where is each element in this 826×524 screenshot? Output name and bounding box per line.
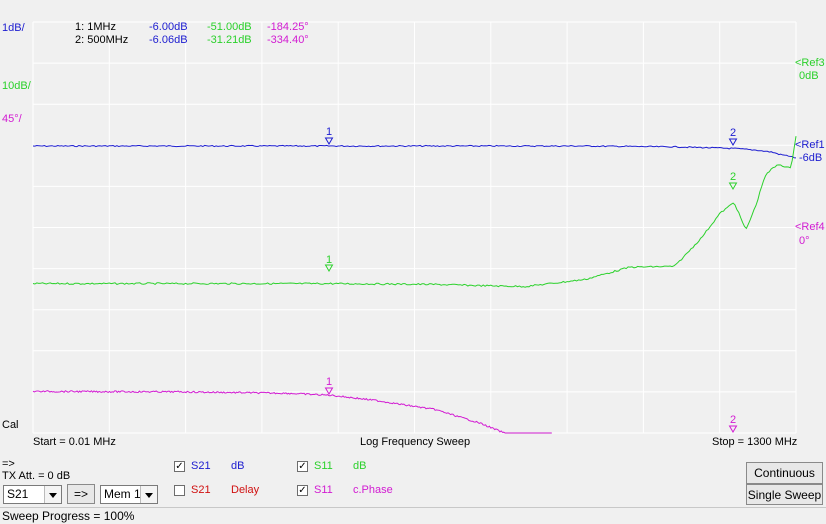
s21-db-trace xyxy=(32,144,797,159)
port-select-value: S21 xyxy=(7,487,29,501)
s11-phase-trace xyxy=(32,390,552,434)
marker-phase-value: -334.40° xyxy=(267,34,309,46)
plot-area[interactable]: 1dB/ 10dB/ 45°/ 1: 1MHz -6.00dB -51.00dB… xyxy=(0,0,826,457)
marker-2-phase-number: 2 xyxy=(730,414,737,426)
chevron-down-icon[interactable] xyxy=(44,486,61,503)
tx-attenuation-label: TX Att. = 0 dB xyxy=(2,470,71,482)
ref3-label: <Ref3 xyxy=(795,57,825,69)
s11-db-unit: dB xyxy=(353,460,367,472)
marker-1-s11-number: 1 xyxy=(326,254,333,266)
plot-canvas xyxy=(32,21,797,434)
phase-scale-label: 45°/ xyxy=(2,113,22,125)
ref4-label: <Ref4 xyxy=(795,221,825,233)
continuous-button[interactable]: Continuous xyxy=(746,462,823,484)
ref4-value: 0° xyxy=(799,235,810,247)
s21-delay-param: S21 xyxy=(191,484,211,496)
cal-indicator: Cal xyxy=(2,419,19,431)
ref3-value: 0dB xyxy=(799,70,819,82)
single-sweep-button[interactable]: Single Sweep xyxy=(746,484,823,505)
port-select[interactable]: S21 xyxy=(3,485,62,504)
marker-s21-value: -6.00dB xyxy=(149,21,188,33)
s21-delay-unit: Delay xyxy=(231,484,260,496)
marker-2-s21-number: 2 xyxy=(730,127,737,139)
marker-glyphs xyxy=(324,137,738,433)
s11-db-checkbox[interactable]: ✓ xyxy=(297,461,308,472)
s11-phase-param: S11 xyxy=(314,484,333,496)
marker-s11-value: -51.00dB xyxy=(207,21,252,33)
s11-db-scale-label: 10dB/ xyxy=(2,80,31,92)
marker-phase-value: -184.25° xyxy=(267,21,309,33)
s11-db-trace xyxy=(32,136,797,288)
sweep-mode-label: Log Frequency Sweep xyxy=(360,436,471,448)
chevron-down-icon[interactable] xyxy=(140,486,157,503)
s11-db-param: S11 xyxy=(314,460,333,472)
marker-1-s11-triangle xyxy=(324,264,334,272)
s21-db-checkbox[interactable]: ✓ xyxy=(174,461,185,472)
marker-2-phase-triangle xyxy=(728,425,738,433)
ref1-label: <Ref1 xyxy=(795,139,825,151)
s11-phase-unit: c.Phase xyxy=(353,484,393,496)
marker-s11-value: -31.21dB xyxy=(207,34,252,46)
ref1-value: -6dB xyxy=(799,152,823,164)
marker-label: 2: 500MHz xyxy=(75,34,129,46)
arrow-indicator: => xyxy=(2,458,15,470)
marker-2-s11-number: 2 xyxy=(730,171,737,183)
memory-select-value: Mem 1 xyxy=(104,487,141,501)
stop-frequency-label: Stop = 1300 MHz xyxy=(712,436,798,448)
s21-scale-label: 1dB/ xyxy=(2,22,25,34)
trace-group xyxy=(32,136,797,434)
marker-s21-value: -6.06dB xyxy=(149,34,188,46)
status-bar: Sweep Progress = 100% xyxy=(0,507,826,524)
s11-phase-checkbox[interactable]: ✓ xyxy=(297,485,308,496)
transfer-button[interactable]: => xyxy=(67,484,95,504)
marker-1-phase-triangle xyxy=(324,387,334,395)
s21-delay-checkbox[interactable] xyxy=(174,485,185,496)
marker-1-phase-number: 1 xyxy=(326,376,333,388)
marker-label: 1: 1MHz xyxy=(75,21,116,33)
marker-1-s21-number: 1 xyxy=(326,126,333,138)
marker-2-s11-triangle xyxy=(728,182,738,190)
grid-lines xyxy=(32,21,797,434)
s21-db-param: S21 xyxy=(191,460,211,472)
s21-db-unit: dB xyxy=(231,460,245,472)
memory-select[interactable]: Mem 1 xyxy=(100,485,158,504)
sweep-progress-text: Sweep Progress = 100% xyxy=(2,509,135,523)
marker-2-s21-triangle xyxy=(728,138,738,146)
start-frequency-label: Start = 0.01 MHz xyxy=(33,436,116,448)
marker-1-s21-triangle xyxy=(324,137,334,145)
